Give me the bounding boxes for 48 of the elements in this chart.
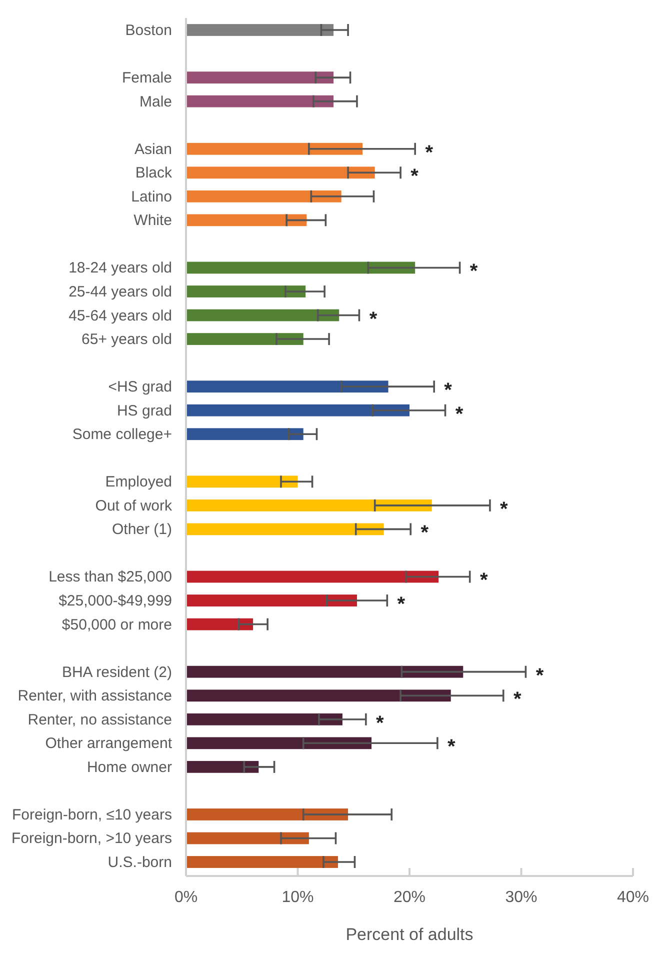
y-tick-label: 45-64 years old [68, 307, 172, 324]
y-tick-label: Latino [131, 188, 172, 206]
x-axis-title: Percent of adults [346, 925, 474, 944]
y-tick-label: U.S.-born [108, 854, 172, 871]
y-tick-label: Foreign-born, >10 years [11, 830, 172, 848]
annotation: * [425, 142, 434, 164]
x-tick-label: 30% [505, 889, 538, 906]
y-tick-label: Other arrangement [45, 735, 173, 752]
annotation: * [470, 260, 478, 283]
annotation: * [448, 736, 456, 758]
y-tick-label: <HS grad [108, 378, 172, 396]
x-tick-label: 20% [393, 889, 426, 906]
annotation: * [410, 166, 419, 188]
annotation: * [480, 570, 488, 592]
y-tick-label: $25,000-$49,999 [58, 592, 172, 610]
annotation: * [536, 664, 544, 687]
y-tick-label: Some college+ [72, 426, 172, 444]
annotation: * [455, 403, 464, 426]
y-tick-label: Employed [105, 474, 172, 491]
y-tick-label: HS grad [116, 402, 172, 420]
y-tick-label: Female [122, 70, 172, 87]
annotation: * [500, 498, 508, 520]
annotation: * [420, 522, 429, 544]
annotation: * [397, 594, 406, 616]
y-tick-label: Boston [125, 22, 172, 39]
y-tick-label: White [134, 212, 172, 230]
y-tick-label: Less than $25,000 [48, 568, 172, 586]
y-tick-label: Other (1) [112, 521, 172, 538]
annotation: * [376, 712, 384, 734]
y-tick-label: Out of work [95, 497, 172, 514]
x-tick-label: 10% [282, 889, 314, 906]
y-tick-label: BHA resident (2) [62, 664, 172, 681]
y-tick-label: Black [135, 164, 172, 182]
annotation: * [444, 380, 452, 402]
y-tick-label: Male [139, 93, 172, 110]
annotation: * [369, 308, 378, 330]
y-tick-label: 25-44 years old [68, 283, 172, 300]
y-tick-label: Foreign-born, ≤10 years [12, 806, 172, 824]
y-tick-label: Asian [134, 140, 172, 158]
y-tick-label: 18-24 years old [68, 260, 172, 277]
x-tick-label: 0% [174, 889, 198, 906]
y-tick-label: Renter, with assistance [18, 688, 172, 705]
annotation: * [513, 688, 522, 711]
y-tick-label: $50,000 or more [62, 616, 172, 634]
y-tick-label: Home owner [86, 758, 172, 776]
y-tick-label: 65+ years old [82, 331, 172, 348]
y-tick-label: Renter, no assistance [28, 711, 172, 728]
x-tick-label: 40% [616, 889, 650, 906]
